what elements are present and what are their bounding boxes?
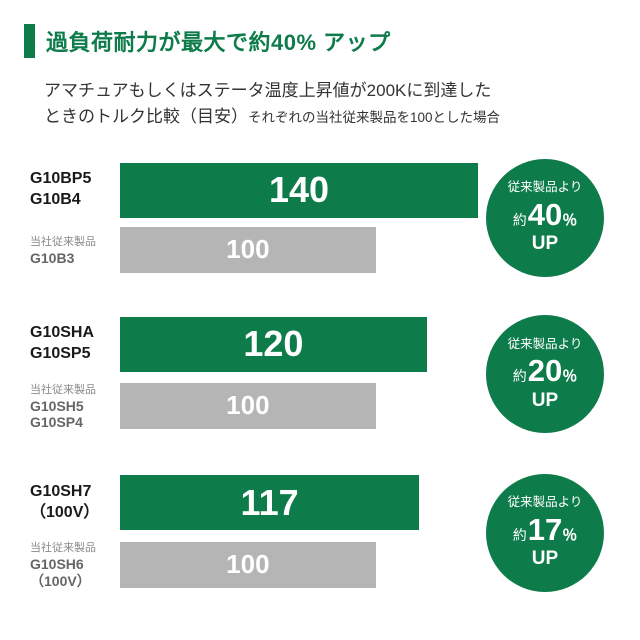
badge-caption: 従来製品より — [507, 495, 583, 510]
infographic-page: 過負荷耐力が最大で約40% アップ アマチュアもしくはステータ温度上昇値が200… — [0, 24, 640, 640]
old-model-row: 当社従来製品 G10SH5 G10SP4 100 — [0, 381, 640, 432]
bar-track: 120 — [120, 316, 478, 372]
model-name: G10B3 — [30, 249, 75, 266]
badge-caption: 従来製品より — [507, 180, 583, 195]
old-model-label: 当社従来製品 G10SH5 G10SP4 — [0, 381, 120, 432]
subtitle-line2-main: ときのトルク比較（目安） — [44, 107, 248, 127]
badge-approx: 約 — [512, 211, 527, 228]
model-name: G10SH7 — [30, 482, 92, 500]
model-name: G10BP5 — [30, 170, 92, 188]
old-model-head: 当社従来製品 — [30, 542, 96, 555]
new-model-row: G10SH7 （100V） 117 — [0, 475, 640, 531]
bar-group-3: G10SH7 （100V） 117 当社従来製品 G10SH6 （100V） — [0, 473, 640, 592]
header: 過負荷耐力が最大で約40% アップ — [24, 24, 640, 58]
new-model-label: G10SH7 （100V） — [0, 482, 120, 524]
old-model-bar: 100 — [120, 382, 376, 429]
page-title: 過負荷耐力が最大で約40% アップ — [46, 30, 391, 55]
old-model-label: 当社従来製品 G10B3 — [0, 233, 120, 267]
upgrade-badge: 従来製品より 約 17 ％ UP — [486, 473, 604, 592]
badge-percent-row: 約 40 ％ — [513, 197, 578, 233]
badge-percent-row: 約 17 ％ — [513, 512, 578, 548]
badge-percent: 20 — [527, 352, 563, 388]
model-name: G10B4 — [30, 191, 81, 209]
model-name: （100V） — [30, 573, 91, 590]
upgrade-badge: 従来製品より 約 40 ％ UP — [486, 158, 604, 277]
bar-value: 100 — [226, 549, 270, 580]
old-model-head: 当社従来製品 — [30, 383, 96, 396]
badge-approx: 約 — [512, 526, 527, 543]
bar-track: 100 — [120, 226, 478, 273]
bar-group-1: G10BP5 G10B4 140 当社従来製品 G10B3 100 — [0, 158, 640, 277]
old-model-bar: 100 — [120, 226, 376, 273]
badge-caption: 従来製品より — [507, 336, 583, 351]
bar-track: 140 — [120, 162, 478, 218]
old-model-head: 当社従来製品 — [30, 235, 96, 248]
bar-value: 100 — [226, 234, 270, 265]
old-model-label: 当社従来製品 G10SH6 （100V） — [0, 539, 120, 590]
new-model-bar: 120 — [120, 316, 427, 372]
model-name: G10SP5 — [30, 345, 91, 363]
title-accent-bar — [24, 24, 35, 58]
new-model-bar: 140 — [120, 162, 478, 218]
new-model-label: G10BP5 G10B4 — [0, 169, 120, 211]
badge-percent-row: 約 20 ％ — [513, 353, 578, 389]
model-name: G10SP4 — [30, 414, 83, 431]
badge-up-label: UP — [531, 233, 559, 255]
badge-percent: 40 — [527, 196, 563, 232]
bar-value: 117 — [240, 481, 299, 523]
model-name: （100V） — [30, 503, 100, 521]
badge-up-label: UP — [531, 389, 559, 411]
bar-group-2: G10SHA G10SP5 120 当社従来製品 G10SH5 G10SP4 — [0, 314, 640, 433]
bar-track: 100 — [120, 541, 478, 588]
subtitle-line2-small: それぞれの当社従来製品を100とした場合 — [248, 110, 501, 126]
badge-percent-unit: ％ — [562, 526, 578, 544]
bar-value: 120 — [243, 323, 304, 365]
badge-approx: 約 — [512, 367, 527, 384]
model-name: G10SH6 — [30, 556, 84, 573]
badge-percent-unit: ％ — [562, 367, 578, 385]
old-model-bar: 100 — [120, 541, 376, 588]
old-model-row: 当社従来製品 G10B3 100 — [0, 226, 640, 273]
badge-percent: 17 — [527, 511, 563, 547]
bar-value: 100 — [226, 390, 270, 421]
bar-track: 117 — [120, 475, 478, 531]
new-model-label: G10SHA G10SP5 — [0, 323, 120, 365]
badge-up-label: UP — [531, 548, 559, 570]
new-model-bar: 117 — [120, 475, 420, 531]
subtitle-line1: アマチュアもしくはステータ温度上昇値が200Kに到達した — [44, 81, 492, 100]
bar-chart: G10BP5 G10B4 140 当社従来製品 G10B3 100 — [0, 158, 640, 592]
chart-subtitle: アマチュアもしくはステータ温度上昇値が200Kに到達した ときのトルク比較（目安… — [44, 78, 616, 131]
new-model-row: G10SHA G10SP5 120 — [0, 316, 640, 372]
model-name: G10SHA — [30, 324, 95, 342]
old-model-row: 当社従来製品 G10SH6 （100V） 100 — [0, 539, 640, 590]
upgrade-badge: 従来製品より 約 20 ％ UP — [486, 314, 604, 433]
model-name: G10SH5 — [30, 397, 84, 414]
badge-percent-unit: ％ — [562, 211, 578, 229]
bar-value: 140 — [268, 169, 330, 211]
new-model-row: G10BP5 G10B4 140 — [0, 162, 640, 218]
bar-track: 100 — [120, 382, 478, 429]
